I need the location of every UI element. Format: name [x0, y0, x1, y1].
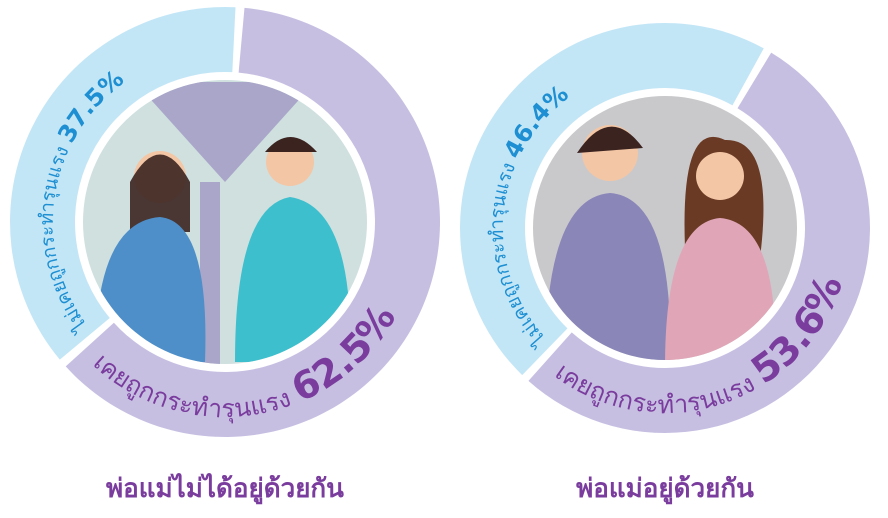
- chart-title: พ่อแม่ไม่ได้อยู่ด้วยกัน: [106, 472, 344, 505]
- arrow: [135, 82, 315, 182]
- hair: [130, 154, 190, 232]
- hair: [577, 126, 643, 153]
- donut-segment: [9, 6, 236, 360]
- donut-segment: [528, 52, 870, 433]
- donut-segment: [459, 22, 764, 376]
- body: [235, 197, 351, 362]
- body: [665, 218, 776, 360]
- face: [696, 152, 744, 200]
- hair: [265, 137, 317, 152]
- body: [545, 193, 671, 360]
- donut-segment: [65, 7, 441, 437]
- illustration: [545, 125, 776, 360]
- chart-title: พ่อแม่อยู่ด้วยกัน: [576, 474, 754, 505]
